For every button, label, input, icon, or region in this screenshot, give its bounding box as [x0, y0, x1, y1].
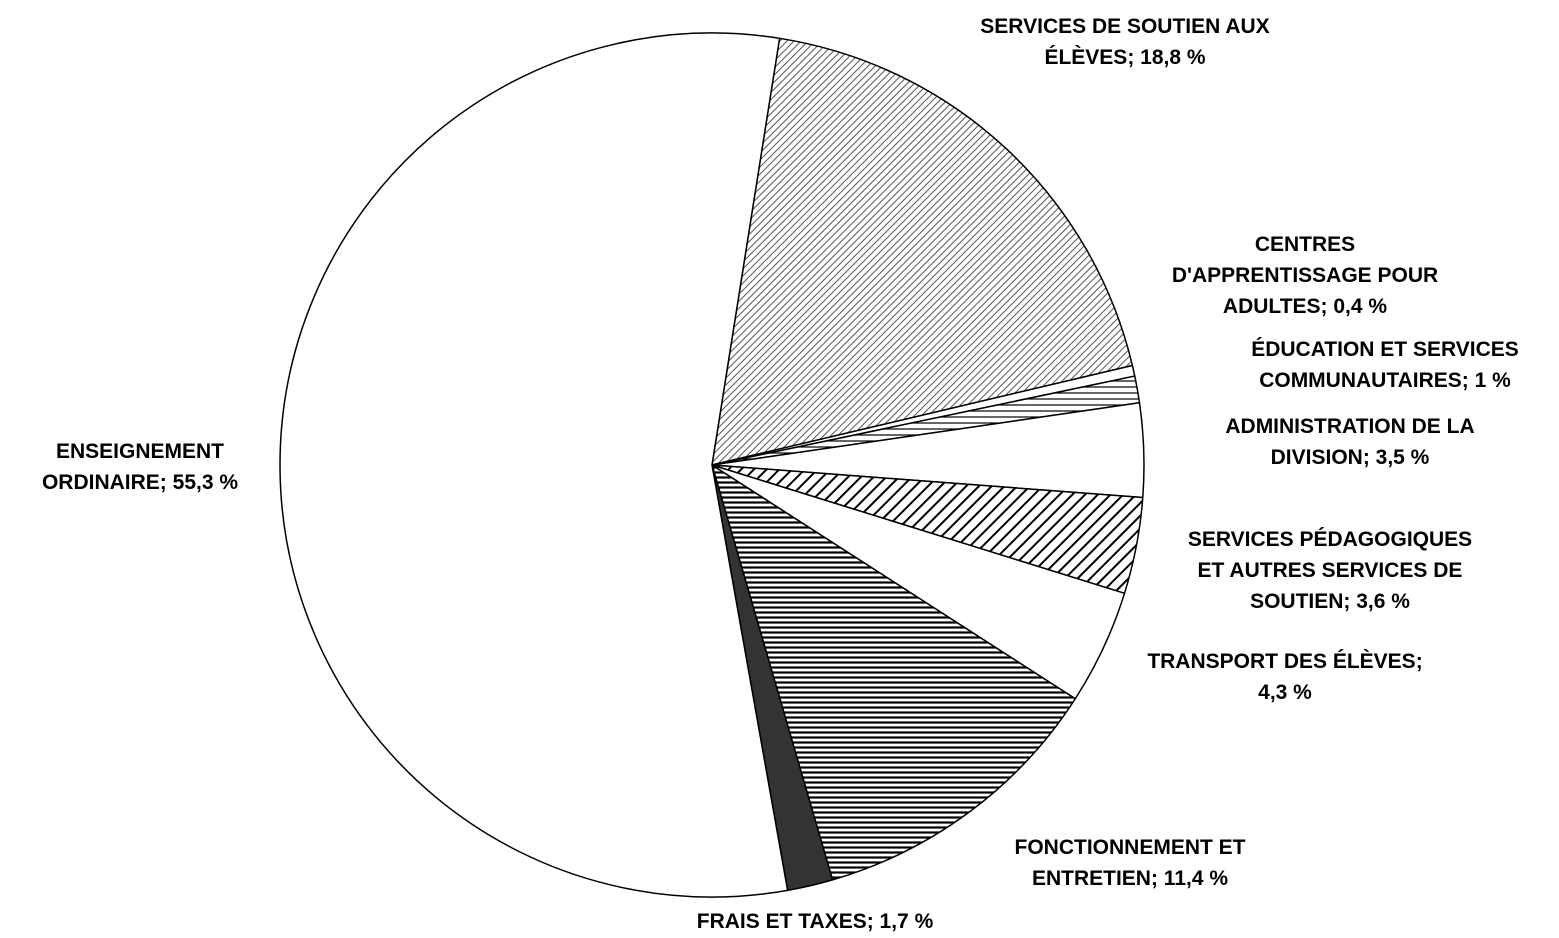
data-label-line: 4,3 %: [1258, 681, 1312, 704]
data-label-line: ADMINISTRATION DE LA: [1225, 415, 1474, 438]
data-label-line: ENSEIGNEMENT: [56, 440, 224, 463]
data-label-line: ÉLÈVES; 18,8 %: [1044, 46, 1205, 69]
data-label-line: ADULTES; 0,4 %: [1223, 295, 1387, 318]
data-label: SERVICES PÉDAGOGIQUES ET AUTRES SERVICES …: [1188, 528, 1472, 613]
data-label-line: SERVICES PÉDAGOGIQUES: [1188, 528, 1472, 551]
data-label: ENSEIGNEMENT ORDINAIRE; 55,3 %: [42, 440, 238, 494]
data-label: CENTRES D'APPRENTISSAGE POUR ADULTES; 0,4 …: [1172, 233, 1438, 318]
data-label-line: DIVISION; 3,5 %: [1271, 446, 1430, 469]
data-label-line: ÉDUCATION ET SERVICES: [1251, 338, 1519, 361]
data-label: SERVICES DE SOUTIEN AUX ÉLÈVES; 18,8 %: [980, 15, 1269, 69]
data-label-line: D'APPRENTISSAGE POUR: [1172, 264, 1438, 287]
data-label-line: ORDINAIRE; 55,3 %: [42, 471, 238, 494]
data-label-line: CENTRES: [1255, 233, 1355, 256]
data-label: FRAIS ET TAXES; 1,7 %: [697, 910, 934, 933]
data-label-line: ET AUTRES SERVICES DE: [1198, 559, 1463, 582]
data-label-line: SOUTIEN; 3,6 %: [1250, 590, 1410, 613]
data-label-line: FONCTIONNEMENT ET: [1015, 836, 1246, 859]
pie-slice: [711, 37, 1134, 466]
data-label-line: TRANSPORT DES ÉLÈVES;: [1147, 650, 1422, 673]
data-label: TRANSPORT DES ÉLÈVES; 4,3 %: [1147, 650, 1422, 704]
data-label: ÉDUCATION ET SERVICES COMMUNAUTAIRES; 1 %: [1251, 338, 1519, 392]
data-label: ADMINISTRATION DE LA DIVISION; 3,5 %: [1225, 415, 1474, 469]
data-label-line: SERVICES DE SOUTIEN AUX: [980, 15, 1269, 38]
data-label-line: FRAIS ET TAXES; 1,7 %: [697, 910, 934, 933]
data-label-line: COMMUNAUTAIRES; 1 %: [1259, 369, 1511, 392]
data-label: FONCTIONNEMENT ET ENTRETIEN; 11,4 %: [1015, 836, 1246, 890]
pie-slice: [279, 32, 789, 898]
data-label-line: ENTRETIEN; 11,4 %: [1032, 867, 1228, 890]
